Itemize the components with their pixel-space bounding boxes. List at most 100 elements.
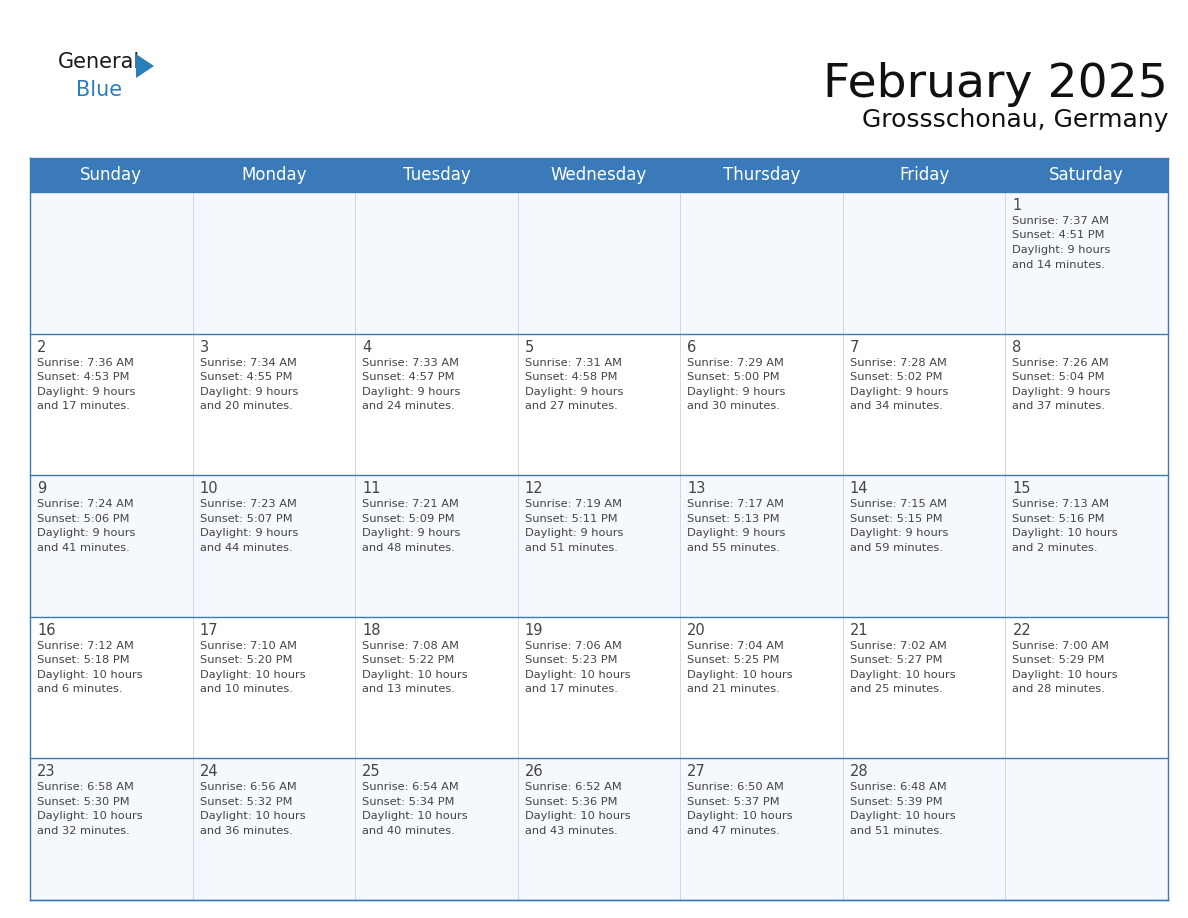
Text: Daylight: 9 hours: Daylight: 9 hours	[37, 386, 135, 397]
Text: 27: 27	[688, 765, 706, 779]
Bar	[355, 333, 518, 476]
Text: Sunset: 5:37 PM: Sunset: 5:37 PM	[688, 797, 779, 807]
Text: Sunrise: 7:29 AM: Sunrise: 7:29 AM	[688, 358, 784, 367]
Text: Sunset: 4:58 PM: Sunset: 4:58 PM	[525, 372, 618, 382]
Text: Daylight: 9 hours: Daylight: 9 hours	[525, 386, 623, 397]
Text: Daylight: 10 hours: Daylight: 10 hours	[200, 812, 305, 822]
Text: Sunset: 5:27 PM: Sunset: 5:27 PM	[849, 655, 942, 666]
Text: 15: 15	[1012, 481, 1031, 497]
Text: Sunrise: 7:06 AM: Sunrise: 7:06 AM	[525, 641, 621, 651]
Text: 13: 13	[688, 481, 706, 497]
Text: and 47 minutes.: and 47 minutes.	[688, 826, 781, 836]
Text: 5: 5	[525, 340, 533, 354]
Bar	[355, 758, 518, 900]
Text: Sunrise: 6:48 AM: Sunrise: 6:48 AM	[849, 782, 947, 792]
Bar	[518, 617, 681, 758]
Bar	[681, 158, 842, 192]
Text: and 13 minutes.: and 13 minutes.	[362, 684, 455, 694]
Text: Daylight: 10 hours: Daylight: 10 hours	[362, 670, 468, 680]
Text: Sunset: 5:30 PM: Sunset: 5:30 PM	[37, 797, 129, 807]
Text: Sunset: 5:32 PM: Sunset: 5:32 PM	[200, 797, 292, 807]
Text: Daylight: 9 hours: Daylight: 9 hours	[200, 528, 298, 538]
Text: Sunrise: 6:54 AM: Sunrise: 6:54 AM	[362, 782, 459, 792]
Text: Wednesday: Wednesday	[551, 166, 647, 184]
Text: Daylight: 10 hours: Daylight: 10 hours	[1012, 528, 1118, 538]
Text: Sunrise: 7:04 AM: Sunrise: 7:04 AM	[688, 641, 784, 651]
Text: Sunset: 5:34 PM: Sunset: 5:34 PM	[362, 797, 455, 807]
Text: and 25 minutes.: and 25 minutes.	[849, 684, 942, 694]
Text: and 20 minutes.: and 20 minutes.	[200, 401, 292, 411]
Text: 26: 26	[525, 765, 543, 779]
Bar	[681, 333, 842, 476]
Text: and 10 minutes.: and 10 minutes.	[200, 684, 292, 694]
Text: February 2025: February 2025	[823, 62, 1168, 107]
Bar	[30, 476, 192, 617]
Bar	[681, 617, 842, 758]
Text: and 37 minutes.: and 37 minutes.	[1012, 401, 1105, 411]
Text: Sunrise: 7:33 AM: Sunrise: 7:33 AM	[362, 358, 459, 367]
Bar	[518, 476, 681, 617]
Text: and 34 minutes.: and 34 minutes.	[849, 401, 942, 411]
Text: Daylight: 9 hours: Daylight: 9 hours	[849, 386, 948, 397]
Text: Sunrise: 7:17 AM: Sunrise: 7:17 AM	[688, 499, 784, 509]
Text: and 51 minutes.: and 51 minutes.	[525, 543, 618, 553]
Text: Daylight: 10 hours: Daylight: 10 hours	[1012, 670, 1118, 680]
Text: Sunset: 4:55 PM: Sunset: 4:55 PM	[200, 372, 292, 382]
Text: Grossschonau, Germany: Grossschonau, Germany	[861, 108, 1168, 132]
Text: and 32 minutes.: and 32 minutes.	[37, 826, 129, 836]
Text: 9: 9	[37, 481, 46, 497]
Bar	[192, 476, 355, 617]
Text: Sunset: 5:04 PM: Sunset: 5:04 PM	[1012, 372, 1105, 382]
Text: Daylight: 10 hours: Daylight: 10 hours	[849, 670, 955, 680]
Text: Daylight: 10 hours: Daylight: 10 hours	[37, 812, 143, 822]
Text: Sunset: 5:25 PM: Sunset: 5:25 PM	[688, 655, 779, 666]
Bar	[192, 617, 355, 758]
Bar	[681, 476, 842, 617]
Text: Daylight: 10 hours: Daylight: 10 hours	[525, 670, 631, 680]
Text: and 17 minutes.: and 17 minutes.	[37, 401, 129, 411]
Bar	[842, 758, 1005, 900]
Text: and 48 minutes.: and 48 minutes.	[362, 543, 455, 553]
Text: and 21 minutes.: and 21 minutes.	[688, 684, 781, 694]
Text: Sunset: 5:29 PM: Sunset: 5:29 PM	[1012, 655, 1105, 666]
Text: Sunrise: 7:31 AM: Sunrise: 7:31 AM	[525, 358, 621, 367]
Text: Sunrise: 7:10 AM: Sunrise: 7:10 AM	[200, 641, 297, 651]
Text: Daylight: 9 hours: Daylight: 9 hours	[525, 528, 623, 538]
Bar	[192, 192, 355, 333]
Text: Sunrise: 6:58 AM: Sunrise: 6:58 AM	[37, 782, 134, 792]
Text: and 43 minutes.: and 43 minutes.	[525, 826, 618, 836]
Text: Sunrise: 7:24 AM: Sunrise: 7:24 AM	[37, 499, 134, 509]
Text: and 40 minutes.: and 40 minutes.	[362, 826, 455, 836]
Text: and 44 minutes.: and 44 minutes.	[200, 543, 292, 553]
Bar	[355, 476, 518, 617]
Text: Sunrise: 7:23 AM: Sunrise: 7:23 AM	[200, 499, 297, 509]
Text: Sunset: 5:09 PM: Sunset: 5:09 PM	[362, 514, 455, 523]
Text: Blue: Blue	[76, 80, 122, 100]
Bar	[30, 758, 192, 900]
Text: 4: 4	[362, 340, 372, 354]
Bar	[842, 158, 1005, 192]
Text: Sunrise: 7:12 AM: Sunrise: 7:12 AM	[37, 641, 134, 651]
Text: Sunset: 5:22 PM: Sunset: 5:22 PM	[362, 655, 455, 666]
Text: and 27 minutes.: and 27 minutes.	[525, 401, 618, 411]
Text: Sunrise: 7:37 AM: Sunrise: 7:37 AM	[1012, 216, 1110, 226]
Text: Sunset: 5:07 PM: Sunset: 5:07 PM	[200, 514, 292, 523]
Text: and 51 minutes.: and 51 minutes.	[849, 826, 943, 836]
Bar	[1005, 192, 1168, 333]
Text: Sunrise: 7:02 AM: Sunrise: 7:02 AM	[849, 641, 947, 651]
Bar	[1005, 476, 1168, 617]
Text: Daylight: 10 hours: Daylight: 10 hours	[362, 812, 468, 822]
Text: and 30 minutes.: and 30 minutes.	[688, 401, 781, 411]
Text: Sunset: 5:00 PM: Sunset: 5:00 PM	[688, 372, 779, 382]
Text: 2: 2	[37, 340, 46, 354]
Text: Daylight: 10 hours: Daylight: 10 hours	[525, 812, 631, 822]
Bar	[192, 158, 355, 192]
Text: 10: 10	[200, 481, 219, 497]
Text: and 59 minutes.: and 59 minutes.	[849, 543, 943, 553]
Text: Sunset: 5:23 PM: Sunset: 5:23 PM	[525, 655, 618, 666]
Text: Sunrise: 6:56 AM: Sunrise: 6:56 AM	[200, 782, 296, 792]
Bar	[30, 158, 192, 192]
Bar	[681, 192, 842, 333]
Text: Sunrise: 7:08 AM: Sunrise: 7:08 AM	[362, 641, 459, 651]
Text: Daylight: 9 hours: Daylight: 9 hours	[362, 528, 461, 538]
